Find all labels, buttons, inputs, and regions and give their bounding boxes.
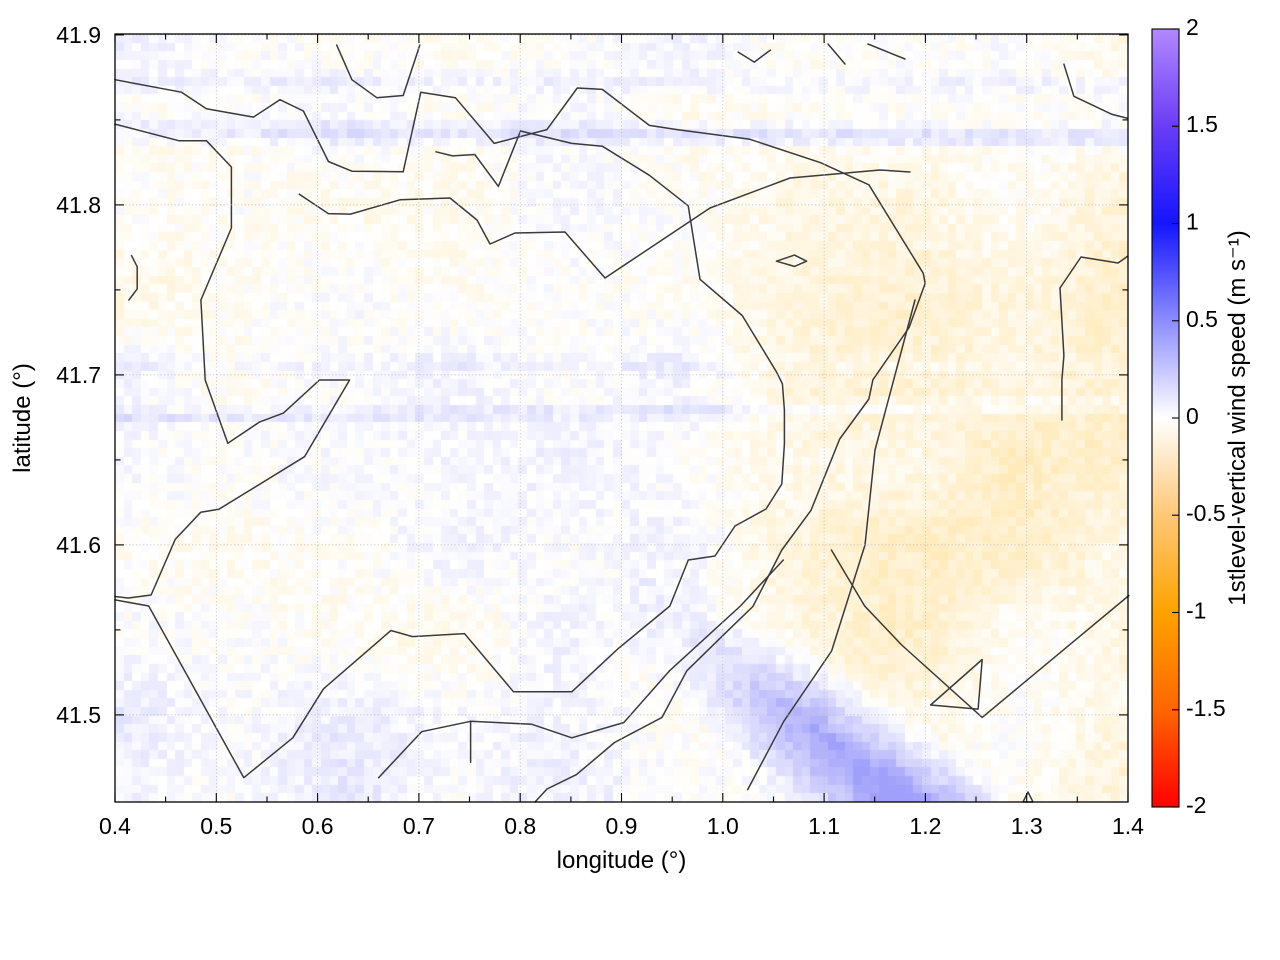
svg-text:41.5: 41.5 [56,702,101,728]
svg-text:1stlevel-vertical wind speed (: 1stlevel-vertical wind speed (m s⁻¹) [1224,230,1251,605]
svg-text:1.0: 1.0 [707,813,739,839]
svg-text:0.4: 0.4 [99,813,131,839]
svg-text:2: 2 [1186,14,1199,40]
svg-text:1.5: 1.5 [1186,111,1218,137]
svg-text:1.2: 1.2 [909,813,941,839]
svg-text:-2: -2 [1186,792,1206,818]
svg-text:41.9: 41.9 [56,22,101,48]
svg-text:41.8: 41.8 [56,192,101,218]
svg-text:41.7: 41.7 [56,362,101,388]
svg-text:0.6: 0.6 [302,813,334,839]
svg-text:-1.5: -1.5 [1186,695,1226,721]
svg-text:0.7: 0.7 [403,813,435,839]
svg-text:-1: -1 [1186,598,1206,624]
svg-text:longitude (°): longitude (°) [557,847,687,874]
svg-text:latitude (°): latitude (°) [9,363,36,473]
svg-text:0.8: 0.8 [504,813,536,839]
svg-text:1.3: 1.3 [1011,813,1043,839]
svg-text:0.5: 0.5 [1186,306,1218,332]
svg-text:0.5: 0.5 [200,813,232,839]
svg-text:0: 0 [1186,403,1199,429]
svg-text:-0.5: -0.5 [1186,500,1226,526]
svg-text:0.9: 0.9 [606,813,638,839]
svg-text:1.4: 1.4 [1112,813,1144,839]
svg-text:1: 1 [1186,209,1199,235]
svg-text:41.6: 41.6 [56,532,101,558]
svg-text:1.1: 1.1 [808,813,840,839]
